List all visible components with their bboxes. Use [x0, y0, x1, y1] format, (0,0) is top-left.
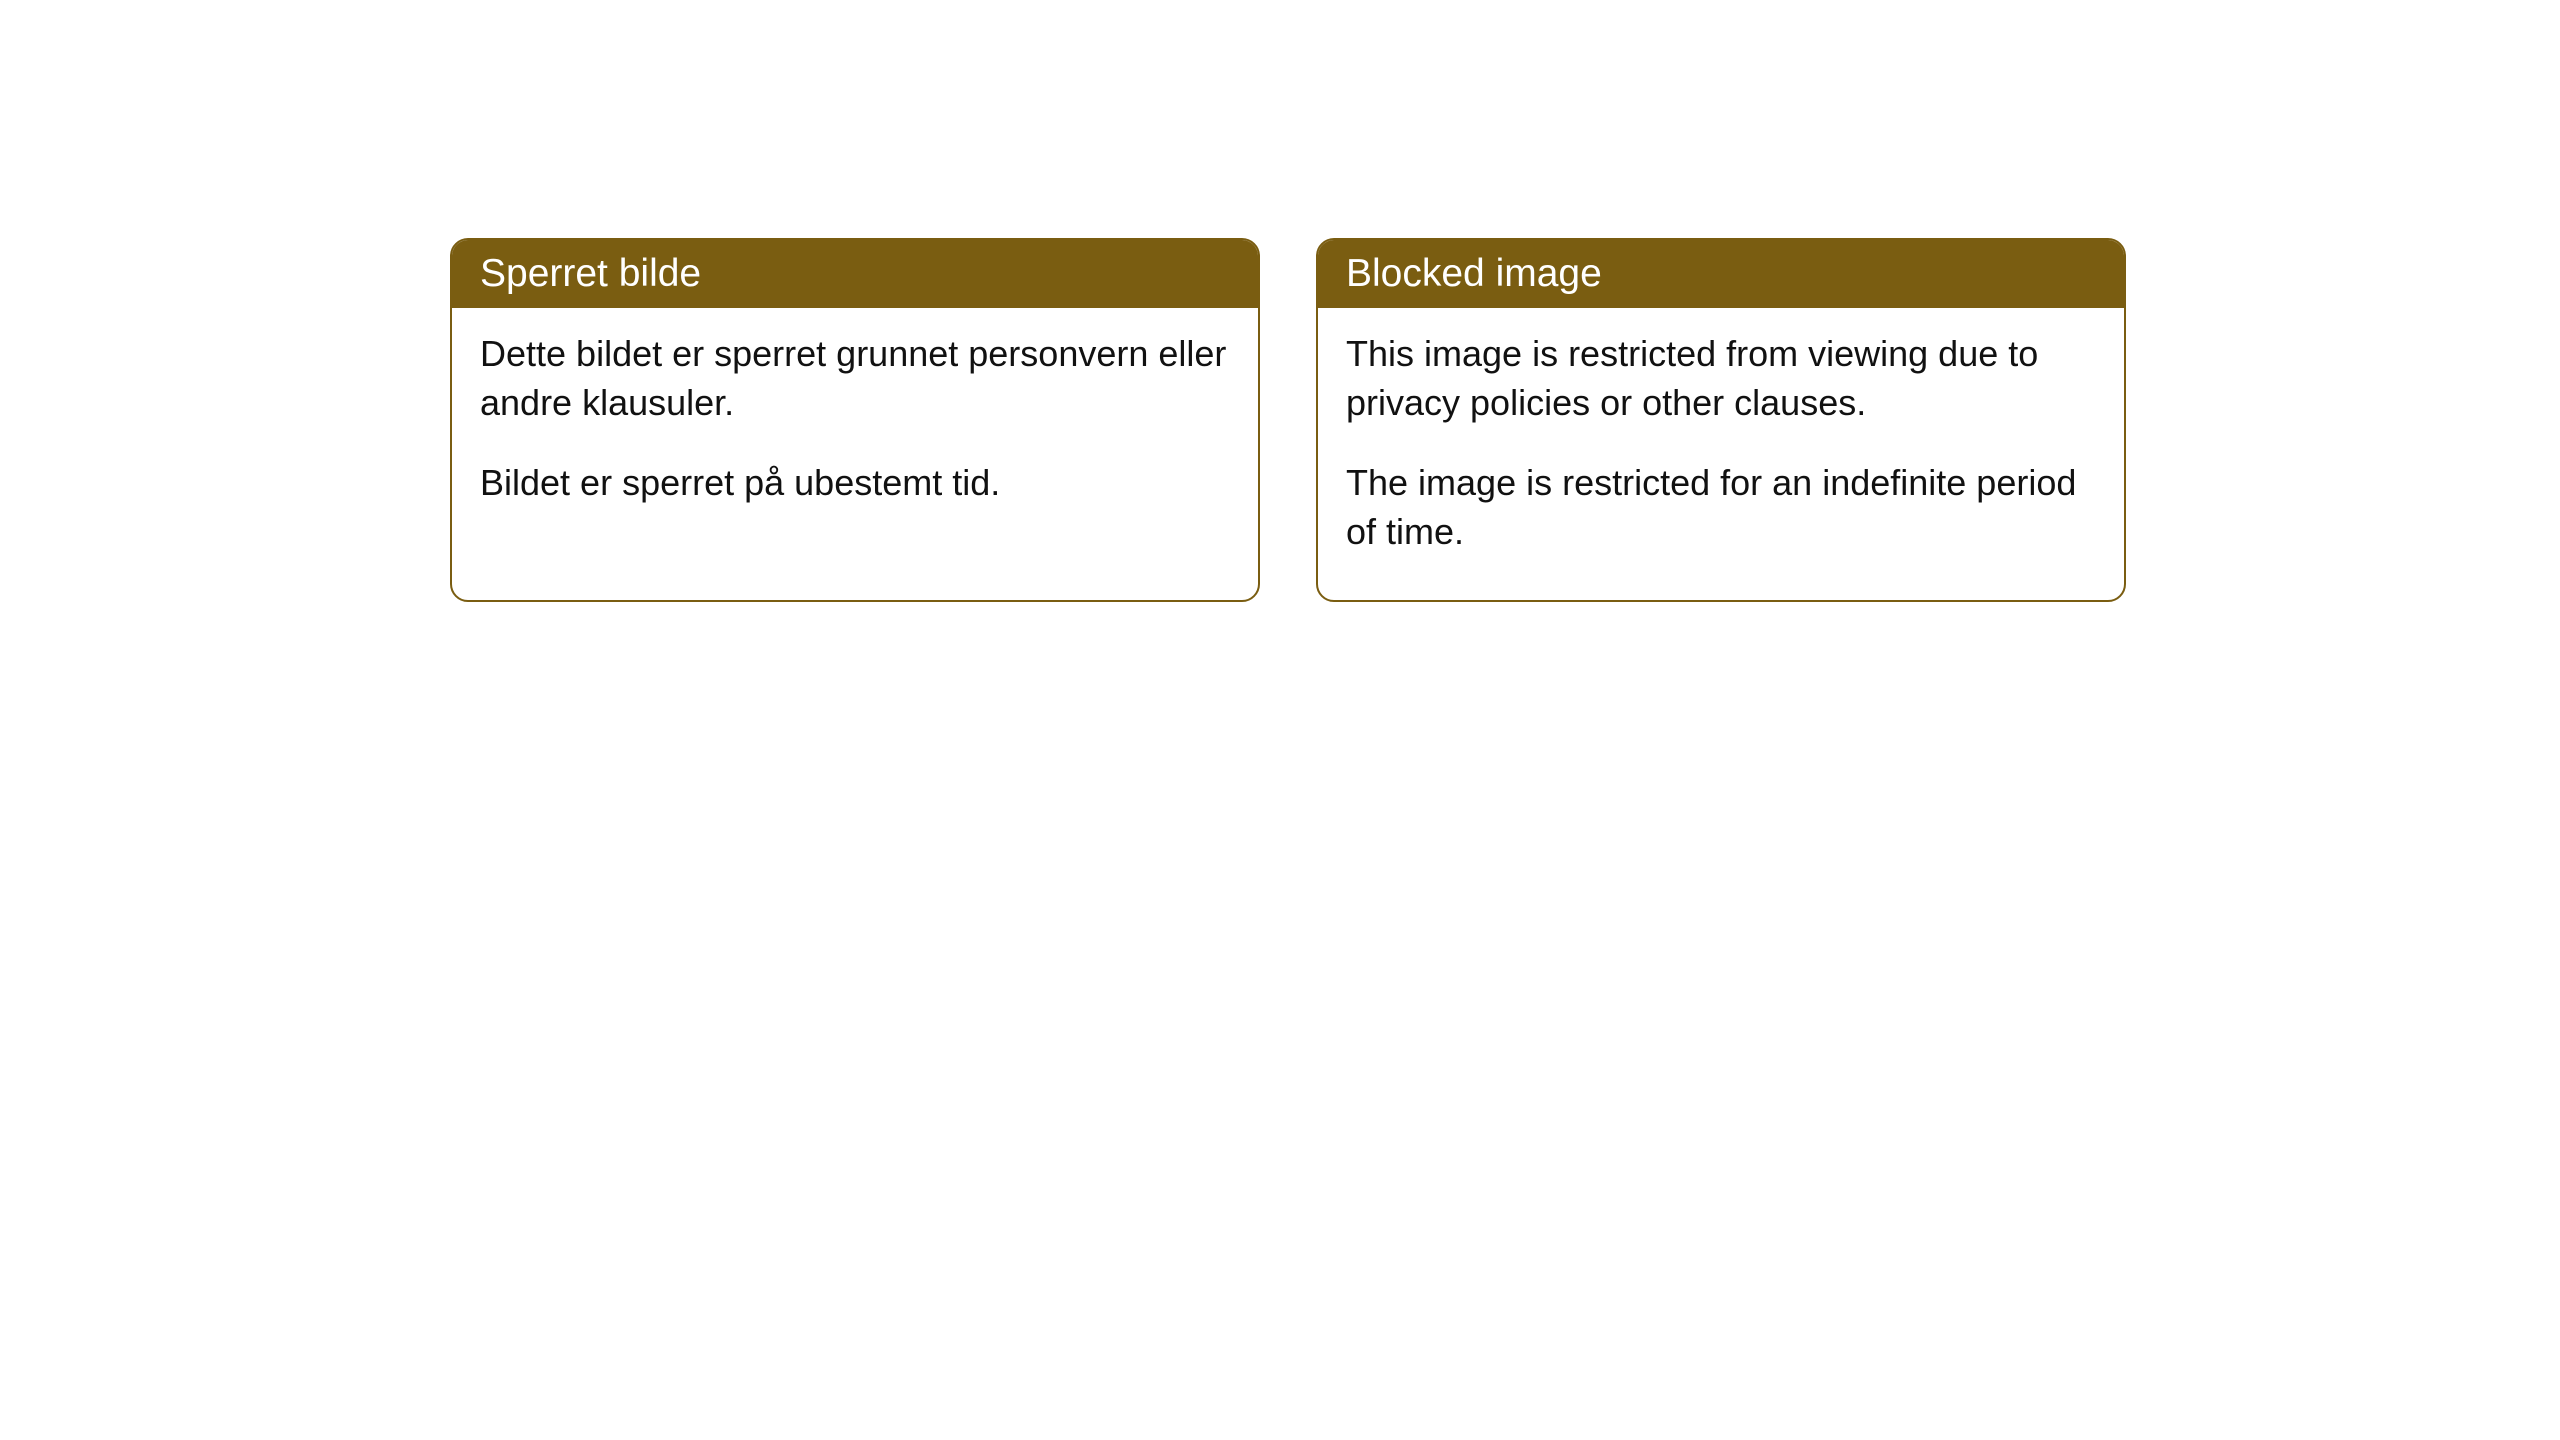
blocked-image-card-no: Sperret bilde Dette bildet er sperret gr…: [450, 238, 1260, 602]
card-paragraph: Bildet er sperret på ubestemt tid.: [480, 459, 1230, 508]
card-body: Dette bildet er sperret grunnet personve…: [452, 308, 1258, 552]
card-title: Sperret bilde: [480, 252, 701, 295]
card-title: Blocked image: [1346, 252, 1602, 295]
card-paragraph: Dette bildet er sperret grunnet personve…: [480, 330, 1230, 427]
card-paragraph: This image is restricted from viewing du…: [1346, 330, 2096, 427]
card-header: Blocked image: [1318, 240, 2124, 308]
notice-cards-container: Sperret bilde Dette bildet er sperret gr…: [450, 238, 2126, 602]
card-header: Sperret bilde: [452, 240, 1258, 308]
card-paragraph: The image is restricted for an indefinit…: [1346, 459, 2096, 556]
blocked-image-card-en: Blocked image This image is restricted f…: [1316, 238, 2126, 602]
card-body: This image is restricted from viewing du…: [1318, 308, 2124, 600]
